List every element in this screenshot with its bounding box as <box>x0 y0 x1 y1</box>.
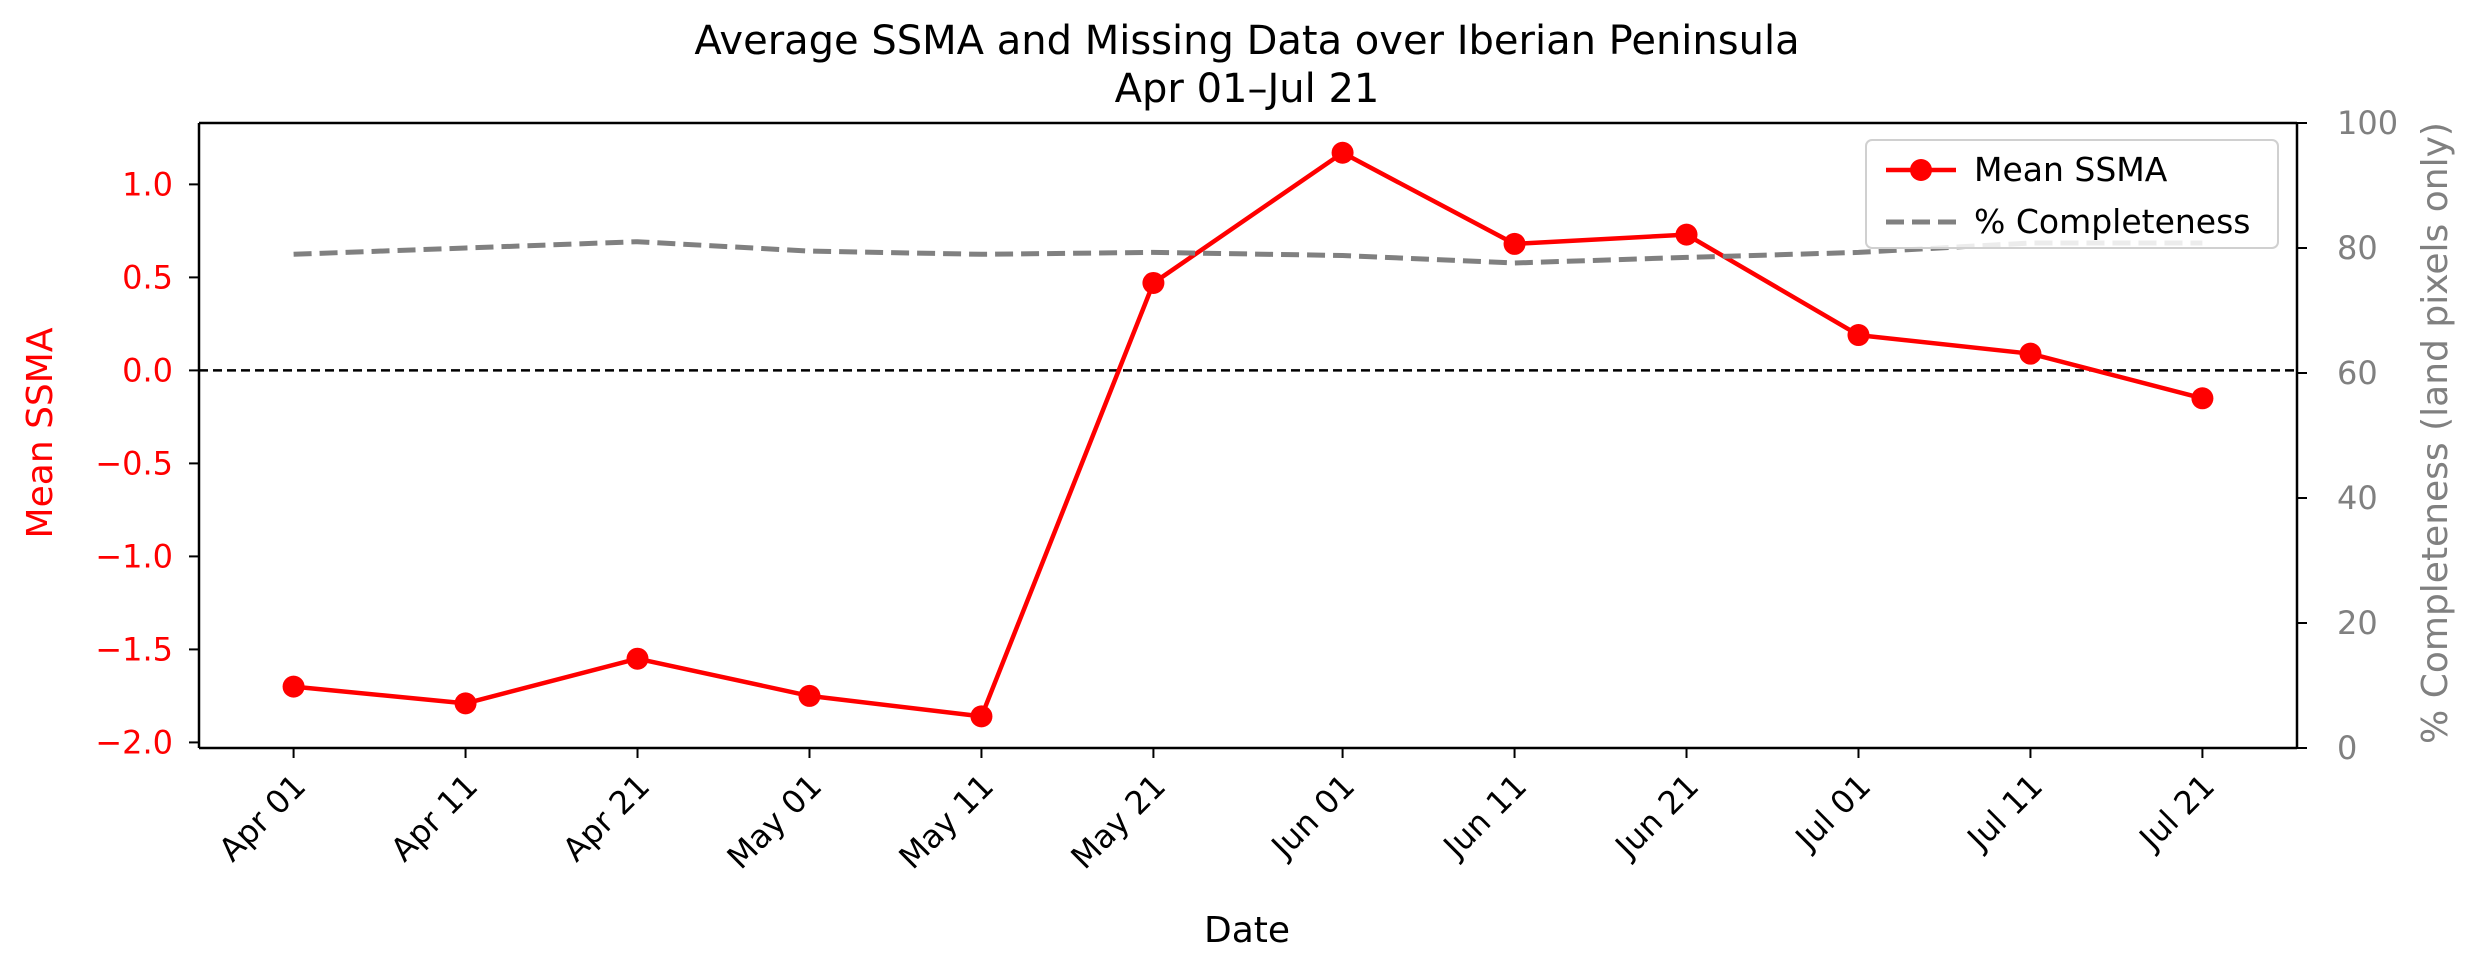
chart-title: Average SSMA and Missing Data over Iberi… <box>694 18 1799 64</box>
x-tick-label: May 11 <box>891 767 1001 877</box>
right-y-tick-label: 60 <box>2337 354 2378 392</box>
left-y-tick-label: −1.5 <box>95 630 173 668</box>
x-tick-label: Apr 11 <box>383 767 485 869</box>
chart-subtitle: Apr 01–Jul 21 <box>1115 66 1380 112</box>
x-axis-label: Date <box>1204 910 1290 951</box>
left-y-axis-label: Mean SSMA <box>20 327 61 538</box>
right-y-axis-label: % Completeness (land pixels only) <box>2415 122 2456 744</box>
ssma-point <box>454 692 477 715</box>
x-tick-label: Apr 21 <box>555 767 657 869</box>
legend-layer: Mean SSMA % Completeness <box>1865 139 2279 249</box>
ssma-point <box>2191 387 2214 410</box>
legend-box <box>1865 139 2279 249</box>
ssma-point <box>1142 271 1165 294</box>
completeness-line <box>293 239 2203 266</box>
x-tick-label: Jul 11 <box>1959 767 2051 859</box>
x-tick-label: Jun 11 <box>1435 767 1535 867</box>
left-y-tick-label: −0.5 <box>95 444 173 482</box>
left-y-tick-label: −2.0 <box>95 723 173 761</box>
right-y-tick-label: 40 <box>2337 479 2378 517</box>
ssma-point <box>626 647 649 670</box>
ssma-point <box>1503 232 1526 255</box>
ssma-point <box>1675 223 1698 246</box>
right-y-tick-label: 80 <box>2337 229 2378 267</box>
legend-entry-label: Mean SSMA <box>1974 150 2168 189</box>
legend-ssma-marker <box>1910 159 1932 181</box>
x-tick-label: Jul 01 <box>1787 767 1879 859</box>
ssma-point <box>282 675 305 698</box>
ssma-point <box>1331 141 1354 164</box>
left-y-tick-label: 1.0 <box>122 165 173 203</box>
ssma-point <box>1847 324 1870 347</box>
legend-entry-label: % Completeness <box>1974 202 2251 241</box>
right-y-tick-label: 100 <box>2337 104 2398 142</box>
ssma-line <box>293 150 2203 719</box>
x-tick-label: May 21 <box>1063 767 1173 877</box>
x-tick-label: May 01 <box>720 767 830 877</box>
ssma-point <box>798 684 821 707</box>
right-y-tick-label: 20 <box>2337 604 2378 642</box>
left-y-tick-label: 0.0 <box>122 351 173 389</box>
ssma-point <box>2019 342 2042 365</box>
x-tick-label: Jun 21 <box>1607 767 1707 867</box>
ssma-point <box>970 705 993 728</box>
x-tick-label: Jun 01 <box>1263 767 1363 867</box>
left-y-tick-label: −1.0 <box>95 537 173 575</box>
left-y-tick-label: 0.5 <box>122 258 173 296</box>
x-tick-label: Apr 01 <box>211 767 313 869</box>
x-tick-label: Jul 21 <box>2131 767 2223 859</box>
right-y-tick-label: 0 <box>2337 729 2357 767</box>
